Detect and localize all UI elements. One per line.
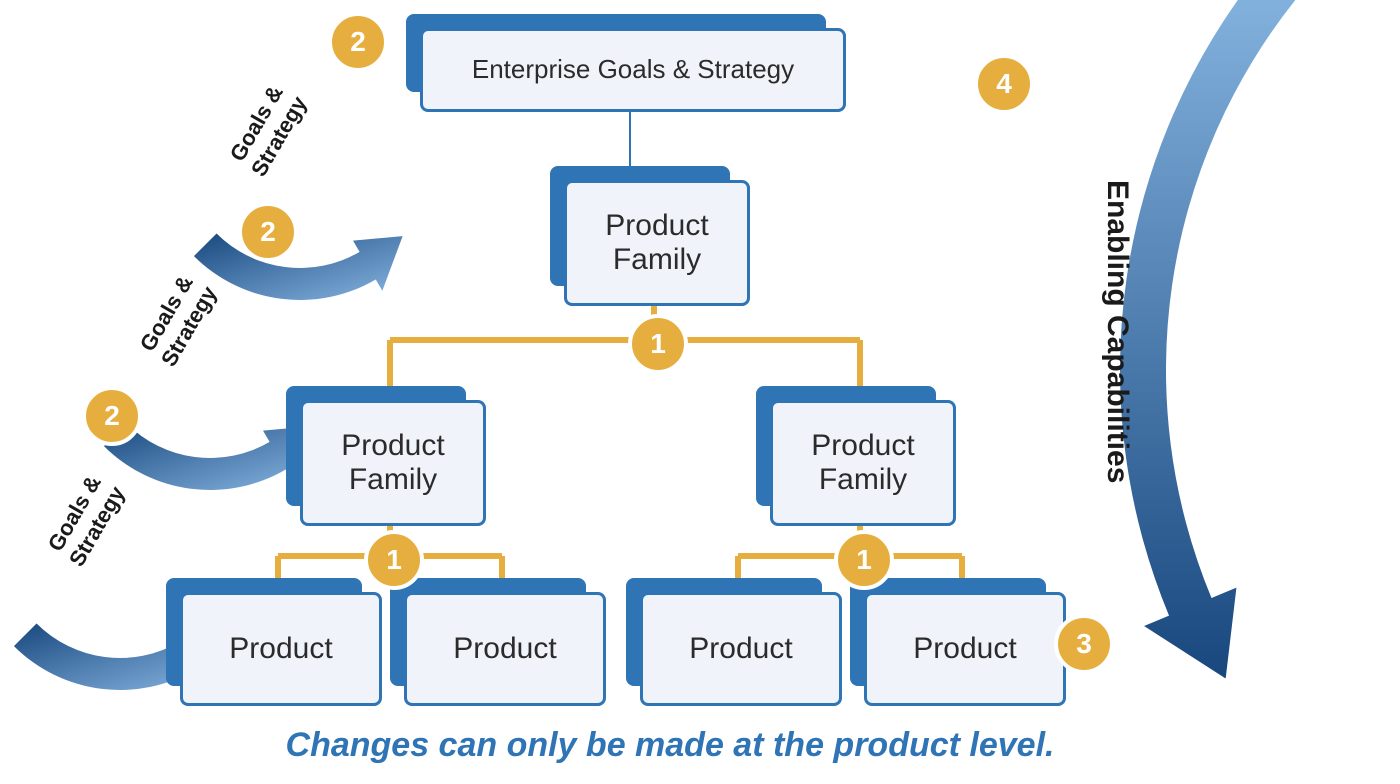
- node-label: Product: [864, 592, 1066, 706]
- goals-strategy-label: Goals & Strategy: [223, 79, 312, 181]
- caption-text: Changes can only be made at the product …: [220, 726, 1120, 765]
- node-p2: Product: [404, 592, 600, 700]
- node-label: Enterprise Goals & Strategy: [420, 28, 846, 112]
- enabling-capabilities-label: Enabling Capabilities: [1100, 180, 1134, 483]
- left-arrow-0: [194, 233, 403, 300]
- node-label: Product Family: [300, 400, 486, 526]
- node-root: Enterprise Goals & Strategy: [420, 28, 840, 106]
- badge-1: 1: [834, 530, 894, 590]
- right-arrow: [1120, 0, 1298, 679]
- node-label: Product Family: [564, 180, 750, 306]
- goals-strategy-label: Goals & Strategy: [133, 269, 222, 371]
- diagram-stage: Enterprise Goals & Strategy Product Famil…: [0, 0, 1400, 784]
- node-label: Product: [180, 592, 382, 706]
- badge-1: 1: [628, 314, 688, 374]
- badge-2: 2: [328, 12, 388, 72]
- goals-strategy-label: Goals & Strategy: [41, 469, 130, 571]
- badge-3: 3: [1054, 614, 1114, 674]
- node-pf_right: Product Family: [770, 400, 950, 520]
- badge-2: 2: [238, 202, 298, 262]
- node-pf_left: Product Family: [300, 400, 480, 520]
- badge-1: 1: [364, 530, 424, 590]
- badge-2: 2: [82, 386, 142, 446]
- node-pf_top: Product Family: [564, 180, 744, 300]
- badge-4: 4: [974, 54, 1034, 114]
- node-p1: Product: [180, 592, 376, 700]
- node-p3: Product: [640, 592, 836, 700]
- node-label: Product: [640, 592, 842, 706]
- node-p4: Product: [864, 592, 1060, 700]
- node-label: Product: [404, 592, 606, 706]
- node-label: Product Family: [770, 400, 956, 526]
